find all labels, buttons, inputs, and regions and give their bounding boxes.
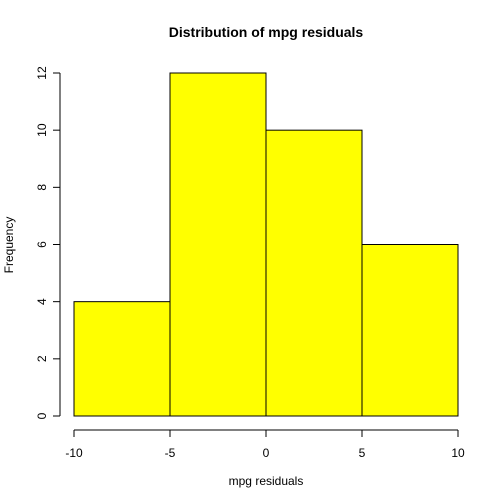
x-axis: -10 -5 0 5 10 <box>65 429 465 460</box>
y-axis: 0 2 4 6 8 10 12 <box>35 66 61 419</box>
histogram-bar <box>169 72 267 417</box>
histogram-bar <box>361 244 459 417</box>
x-tick-label: -5 <box>165 446 176 460</box>
y-tick-label: 10 <box>35 123 49 137</box>
chart-title: Distribution of mpg residuals <box>169 24 364 40</box>
y-tick-label: 4 <box>35 298 49 305</box>
y-tick-label: 8 <box>35 184 49 191</box>
histogram-bar <box>73 301 171 417</box>
x-axis-label: mpg residuals <box>229 474 304 488</box>
histogram-bar <box>265 129 363 417</box>
x-tick-label: 5 <box>359 446 366 460</box>
y-tick-label: 12 <box>35 66 49 80</box>
x-tick-label: 10 <box>451 446 465 460</box>
y-tick-label: 2 <box>35 355 49 362</box>
histogram-bars <box>73 72 459 417</box>
y-tick-label: 0 <box>35 412 49 419</box>
y-axis-label: Frequency <box>2 217 16 274</box>
x-tick-label: -10 <box>65 446 83 460</box>
x-tick-label: 0 <box>263 446 270 460</box>
y-tick-label: 6 <box>35 241 49 248</box>
